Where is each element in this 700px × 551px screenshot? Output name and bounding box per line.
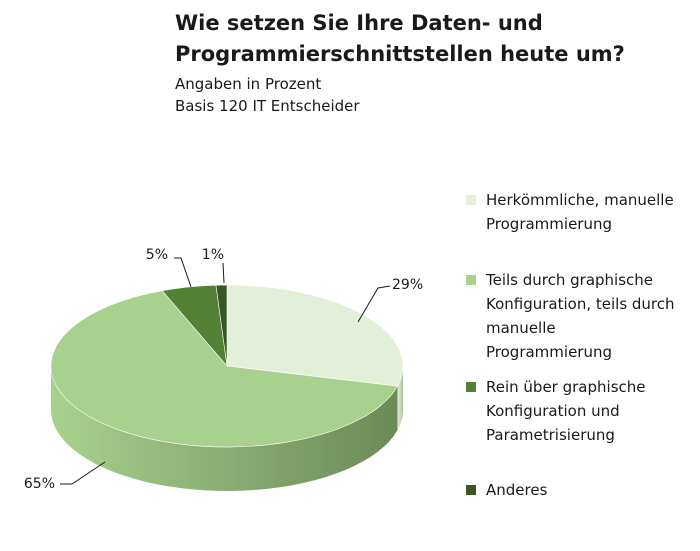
legend-swatch-other <box>466 485 476 495</box>
legend-item-mixed: Teils durch graphische Konfiguration, tei… <box>466 268 698 364</box>
pie-side-mixed <box>51 366 398 491</box>
pie-slice-mixed <box>50 290 398 448</box>
chart-legend: Herkömmliche, manuelle Programmierung Tei… <box>466 188 698 502</box>
leader-line-other <box>222 262 225 284</box>
pie-slice-manual <box>226 284 404 387</box>
legend-label-manual: Herkömmliche, manuelle Programmierung <box>486 191 674 233</box>
chart-title: Wie setzen Sie Ihre Daten- und Programmi… <box>175 8 695 70</box>
leader-line-mixed <box>60 461 106 485</box>
legend-swatch-mixed <box>466 275 476 285</box>
legend-swatch-manual <box>466 195 476 205</box>
data-label-graphical: 5% <box>146 247 168 263</box>
legend-label-other: Anderes <box>486 481 548 499</box>
chart-title-line-2: Programmierschnittstellen heute um? <box>175 42 625 66</box>
legend-item-graphical: Rein über graphische Konfiguration und Par… <box>466 375 698 447</box>
pie-slice-other <box>215 284 228 367</box>
legend-item-manual: Herkömmliche, manuelle Programmierung <box>466 188 698 236</box>
legend-swatch-graphical <box>466 382 476 392</box>
legend-label-mixed: Teils durch graphische Konfiguration, tei… <box>486 271 675 361</box>
leader-line-graphical <box>174 257 192 288</box>
chart-title-line-1: Wie setzen Sie Ihre Daten- und <box>175 11 543 35</box>
leader-line-manual <box>357 285 391 323</box>
chart-subtitle-base: Basis 120 IT Entscheider <box>175 97 360 115</box>
data-label-mixed: 65% <box>24 476 55 492</box>
pie-side-manual <box>397 366 403 431</box>
legend-item-other: Anderes <box>466 478 698 502</box>
legend-label-graphical: Rein über graphische Konfiguration und Par… <box>486 378 646 444</box>
data-label-other: 1% <box>202 247 224 263</box>
chart-subtitle-unit: Angaben in Prozent <box>175 75 322 93</box>
data-label-manual: 29% <box>392 277 423 293</box>
